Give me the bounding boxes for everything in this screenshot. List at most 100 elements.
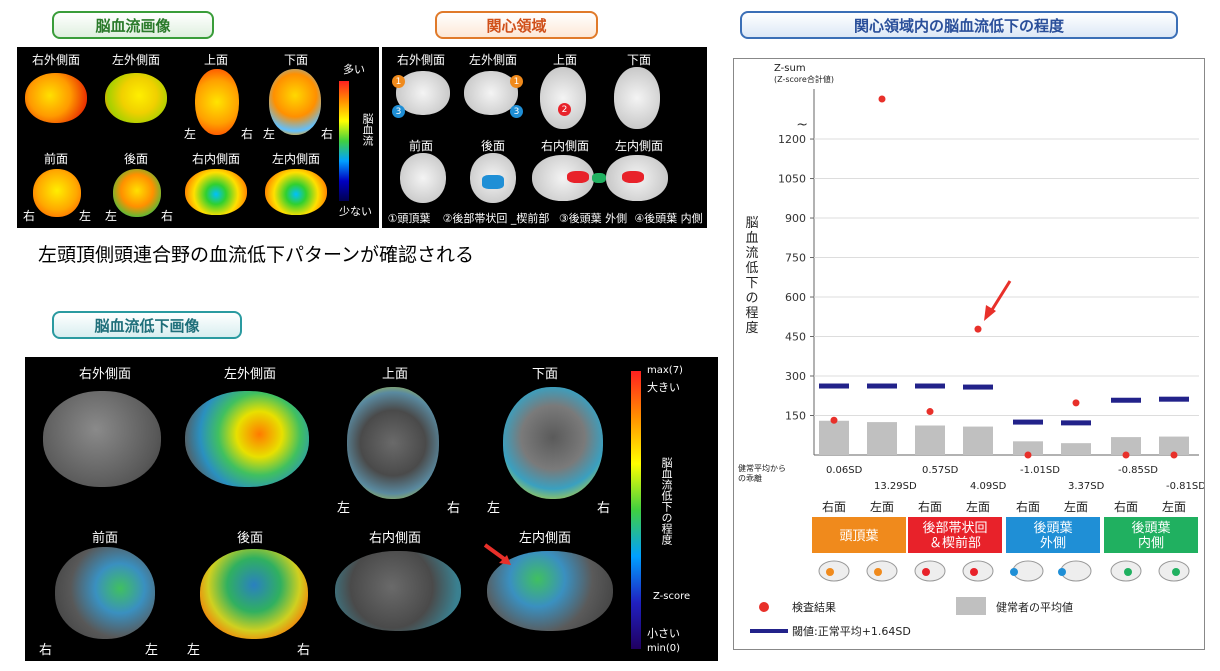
brain-image [105, 73, 167, 123]
category-label: 右面 [1114, 499, 1138, 514]
legend-result-label: 検査結果 [792, 600, 836, 614]
roi-label-text: ④後頭葉 内側 [634, 212, 703, 225]
y-axis-label-char: 血 [745, 231, 758, 246]
cbf-view-label: 右外側面 [31, 53, 80, 67]
brain-image [265, 169, 327, 215]
side-label: 右 [161, 209, 174, 223]
group-box [1006, 517, 1100, 553]
cbf-view-label: 前面 [43, 152, 68, 166]
y-tick-label: 750 [785, 252, 806, 265]
brain-thumb-icon [914, 560, 946, 582]
result-point [1072, 399, 1080, 407]
deviation-value: -1.01SD [1020, 465, 1060, 476]
roi-region [482, 175, 504, 189]
deviation-value: -0.81SD [1166, 481, 1204, 492]
roi-label-2: ②後部帯状回 _楔前部 [436, 208, 556, 228]
threshold-line [1159, 396, 1189, 402]
y-axis-title: Z-sum [774, 63, 806, 74]
side-label: 左 [263, 127, 276, 141]
roi-view-label: 右外側面 [396, 53, 445, 67]
roi-dot-icon [1058, 568, 1066, 576]
cbf-view-label: 後面 [123, 152, 148, 166]
group-label: 外側 [1040, 536, 1066, 551]
category-label: 左面 [966, 499, 990, 514]
decrease-view-label: 前面 [91, 531, 118, 546]
brain-image [43, 391, 161, 487]
group-box [1104, 517, 1198, 553]
finding-text: 左頭頂側頭連合野の血流低下パターンが確認される [38, 244, 475, 266]
healthy-avg-bar [915, 425, 945, 455]
category-label: 右面 [1016, 499, 1040, 514]
roi-label-text: ②後部帯状回 _楔前部 [442, 212, 550, 225]
cbf-view-label: 上面 [203, 53, 228, 67]
result-point [1170, 451, 1178, 459]
arrow-icon [988, 280, 1012, 314]
group-label: 後部帯状回 [922, 521, 987, 536]
roi-view-label: 左内側面 [614, 139, 663, 153]
decrease-view-label: 下面 [531, 367, 558, 382]
deviation-value: 0.06SD [826, 465, 863, 476]
group-box [908, 517, 1002, 553]
deviation-value: 4.09SD [970, 481, 1007, 492]
side-label: 右 [447, 501, 461, 516]
result-point [1122, 451, 1130, 459]
y-tick-label: 600 [785, 291, 806, 304]
deviation-row-label: 健常平均から [738, 463, 786, 473]
y-axis-label-char: の [745, 291, 758, 306]
brain-image [464, 71, 518, 115]
legend-zscore: Z-score [653, 591, 691, 602]
y-axis-label-char: 下 [745, 276, 758, 291]
arrow-icon-head [984, 305, 996, 321]
brain-image [200, 549, 308, 639]
roi-marker-3: 3 [510, 105, 523, 118]
category-label: 左面 [1064, 499, 1088, 514]
roi-dot-icon [874, 568, 882, 576]
side-label: 左 [184, 127, 197, 141]
arrow-icon [483, 543, 511, 565]
y-axis-subtitle: (Z-score合計値) [774, 74, 834, 84]
threshold-line [867, 383, 897, 389]
roi-region [567, 171, 589, 183]
side-label: 左 [187, 643, 201, 658]
cbf-view-label: 下面 [283, 53, 308, 67]
side-label: 右 [297, 643, 311, 658]
brain-image [614, 67, 660, 129]
threshold-line [819, 383, 849, 389]
axis-break: ~ [796, 117, 808, 133]
tab-roi-decrease-label: 関心領域内の脳血流低下の程度 [853, 16, 1064, 35]
side-label: 左 [337, 501, 351, 516]
category-label: 右面 [822, 499, 846, 514]
result-point [878, 95, 886, 103]
side-label: 右 [39, 643, 53, 658]
brain-image [55, 547, 155, 639]
y-axis-label-char: 流 [745, 246, 758, 261]
brain-image [25, 73, 87, 123]
side-label: 右 [321, 127, 334, 141]
legend-threshold-marker [750, 629, 788, 633]
roi-region [592, 173, 606, 183]
tab-roi-decrease[interactable]: 関心領域内の脳血流低下の程度 [740, 11, 1178, 39]
brain-image [269, 69, 321, 135]
roi-view-label: 下面 [626, 53, 651, 67]
roi-dot-icon [1124, 568, 1132, 576]
group-label: 後頭葉 [1033, 521, 1072, 536]
roi-decrease-chart: 150 300 450 600 750 900 1050 1200 ~ Z-sum (Z-score… [733, 58, 1206, 650]
deviation-row-label: の乖離 [738, 473, 762, 483]
side-label: 左 [79, 209, 92, 223]
legend-max: max(7) [647, 365, 683, 376]
brain-image [185, 391, 309, 487]
y-tick-label: 1200 [778, 133, 806, 146]
roi-region [622, 171, 644, 183]
brain-thumb-icon [866, 560, 898, 582]
category-label: 右面 [918, 499, 942, 514]
healthy-avg-bar [1061, 443, 1091, 455]
result-point [1024, 451, 1032, 459]
tab-roi[interactable]: 関心領域 [435, 11, 598, 39]
brain-image [396, 71, 450, 115]
legend-healthy-label: 健常者の平均値 [996, 601, 1073, 614]
roi-dot-icon [826, 568, 834, 576]
tab-cbf-image[interactable]: 脳血流画像 [52, 11, 214, 39]
cbf-view-label: 左内側面 [271, 152, 320, 166]
tab-cbf-decrease-image[interactable]: 脳血流低下画像 [52, 311, 242, 339]
y-tick-label: 450 [785, 331, 806, 344]
